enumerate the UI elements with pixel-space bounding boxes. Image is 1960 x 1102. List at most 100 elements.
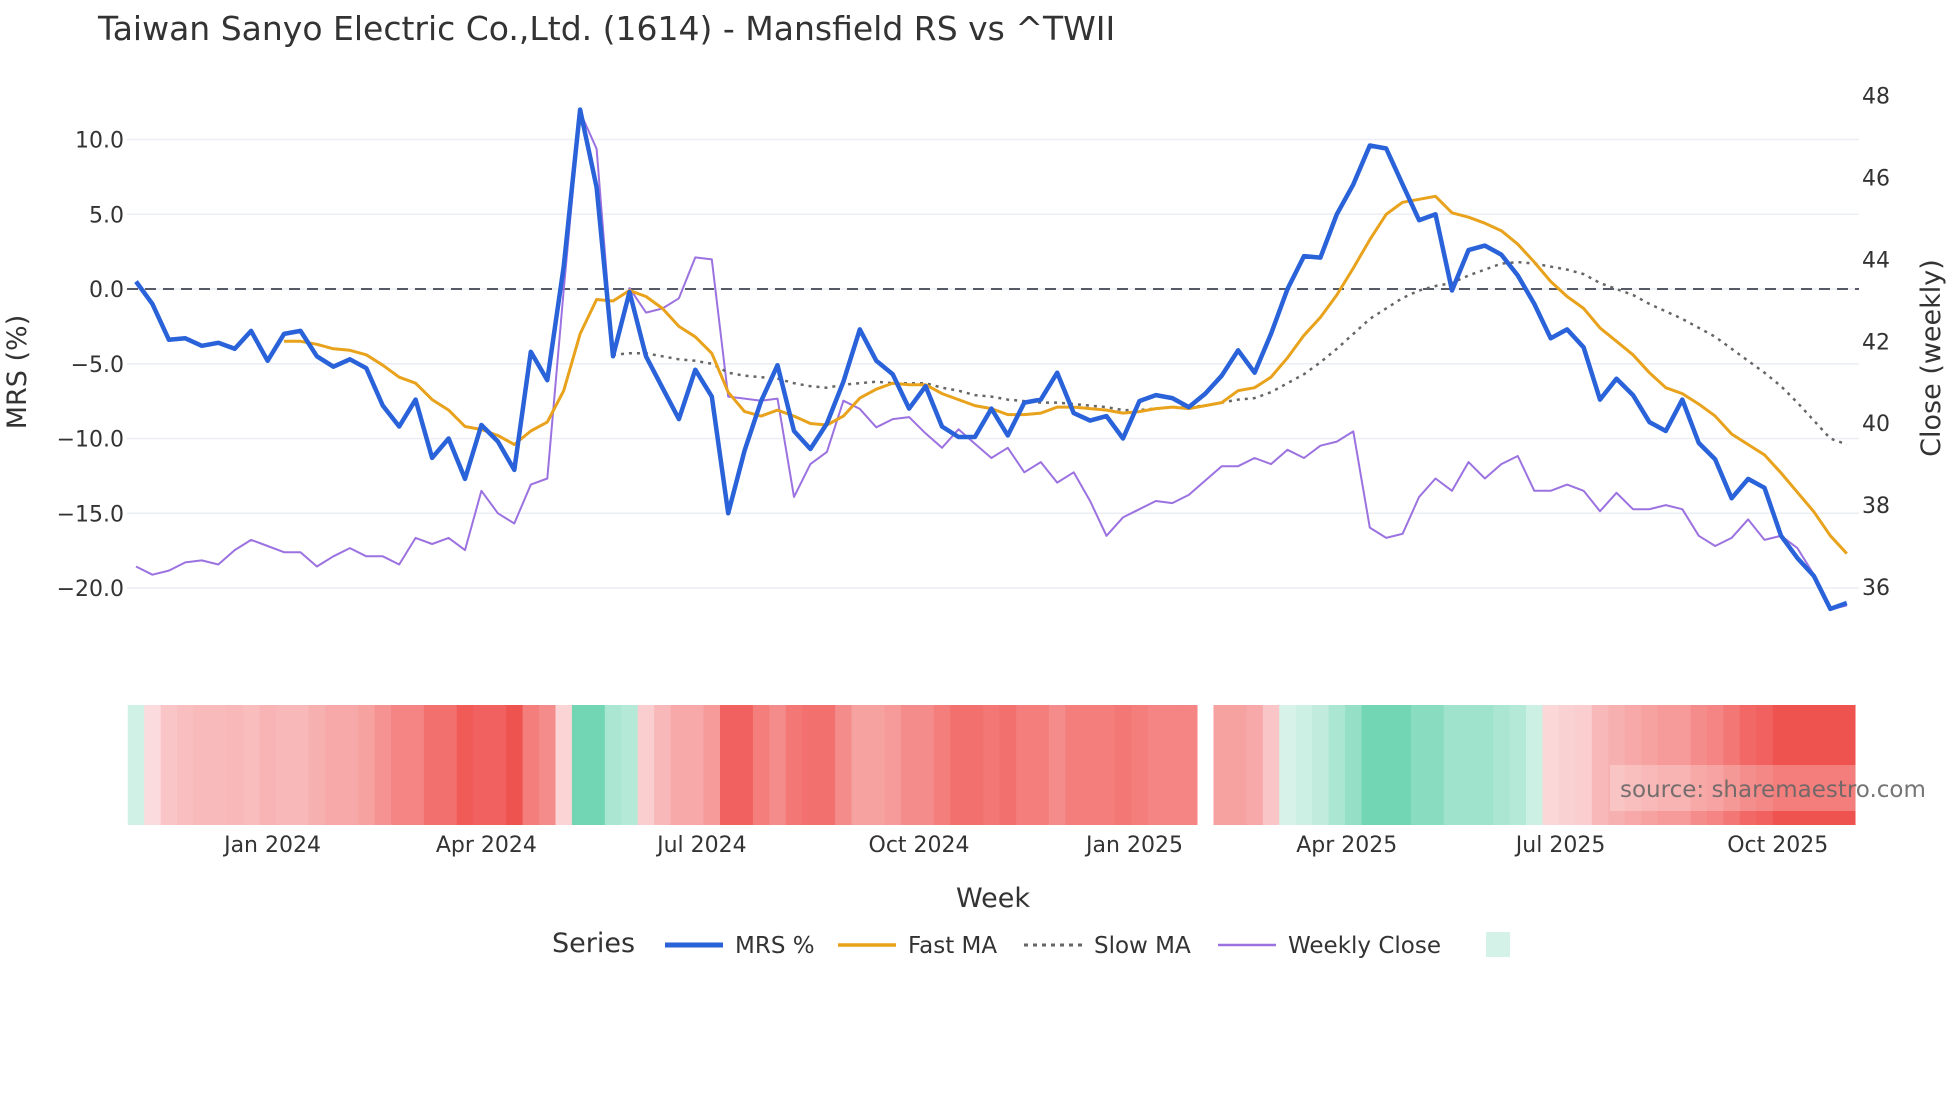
heatmap-cell <box>1312 705 1330 825</box>
heatmap-cell <box>1065 705 1083 825</box>
heatmap-cell <box>1410 705 1428 825</box>
chart-title: Taiwan Sanyo Electric Co.,Ltd. (1614) - … <box>97 9 1115 48</box>
y-tick-label: −15.0 <box>57 502 124 527</box>
y-axis-ticks: 10.0 5.0 0.0 −5.0 −10.0 −15.0 −20.0 <box>57 129 124 603</box>
heatmap-cell <box>1591 705 1609 825</box>
series-lines <box>134 107 1848 612</box>
heatmap-cell <box>1262 705 1280 825</box>
x-tick-label: Oct 2025 <box>1727 833 1828 858</box>
y2-tick-label: 44 <box>1862 248 1890 273</box>
legend-item-slow-ma[interactable]: Slow MA <box>1024 933 1191 959</box>
legend-item-weekly-close[interactable]: Weekly Close <box>1218 933 1441 959</box>
heatmap-cell <box>423 705 441 825</box>
heatmap-cell <box>177 705 195 825</box>
heatmap-cell <box>407 705 425 825</box>
weekly-close-line <box>135 111 1848 611</box>
heatmap-cell <box>127 705 145 825</box>
heatmap-cell <box>1739 705 1757 825</box>
heatmap-cell <box>440 705 458 825</box>
heatmap-cell <box>193 705 211 825</box>
heatmap-cell <box>1509 705 1527 825</box>
heatmap-cell <box>1641 705 1659 825</box>
x-tick-label: Jan 2024 <box>222 833 321 858</box>
svg-text:Weekly Close: Weekly Close <box>1288 933 1441 959</box>
x-axis-ticks: Jan 2024 Apr 2024 Jul 2024 Oct 2024 Jan 2025… <box>222 833 1828 858</box>
heatmap-cell <box>950 705 968 825</box>
heatmap-cell <box>1081 705 1099 825</box>
heatmap-cell <box>835 705 853 825</box>
heatmap-cell <box>1575 705 1593 825</box>
x-tick-label: Apr 2024 <box>436 833 537 858</box>
heatmap-cell <box>160 705 178 825</box>
heatmap-cell <box>884 705 902 825</box>
heatmap-cell <box>1164 705 1182 825</box>
svg-text:Slow MA: Slow MA <box>1094 933 1191 959</box>
heatmap-cell <box>1723 705 1741 825</box>
heatmap-cell <box>308 705 326 825</box>
heatmap-cell <box>752 705 770 825</box>
heatmap-cell <box>374 705 392 825</box>
heatmap-cell <box>1608 705 1626 825</box>
svg-text:Fast MA: Fast MA <box>908 933 997 959</box>
heatmap-cell <box>933 705 951 825</box>
legend-item-fast-ma[interactable]: Fast MA <box>838 933 997 959</box>
legend: Series MRS % Fast MA Slow MA Weekly Clos… <box>552 928 1510 959</box>
x-tick-label: Jan 2025 <box>1084 833 1183 858</box>
y2-tick-label: 36 <box>1862 576 1890 601</box>
y-tick-label: 10.0 <box>75 129 124 154</box>
heatmap-cell <box>1706 705 1724 825</box>
heatmap-cell <box>1674 705 1692 825</box>
heatmap-cell <box>736 705 754 825</box>
y-tick-label: −20.0 <box>57 577 124 602</box>
slow-ma-line <box>612 260 1848 446</box>
heatmap-cell <box>654 705 672 825</box>
heatmap-cell <box>1772 705 1790 825</box>
heatmap-cell <box>917 705 935 825</box>
heatmap-cell <box>785 705 803 825</box>
heatmap-cell <box>226 705 244 825</box>
heatmap-cell <box>275 705 293 825</box>
heatmap-cell <box>1246 705 1264 825</box>
heatmap-cell <box>1114 705 1132 825</box>
x-tick-label: Oct 2024 <box>869 833 970 858</box>
heatmap-cell <box>637 705 655 825</box>
heatmap-cell <box>1279 705 1297 825</box>
heatmap-cell <box>1493 705 1511 825</box>
heatmap-cell <box>522 705 540 825</box>
heatmap-cell <box>966 705 984 825</box>
heatmap-cell <box>571 705 589 825</box>
heatmap-cell <box>1822 705 1840 825</box>
heatmap-cell <box>670 705 688 825</box>
heatmap-cell <box>473 705 491 825</box>
grid-lines <box>127 138 1859 589</box>
heatmap-cell <box>868 705 885 825</box>
heatmap-cell <box>1229 705 1247 825</box>
heatmap-cell <box>1476 705 1494 825</box>
heatmap-cell <box>341 705 359 825</box>
heatmap-cell <box>1016 705 1034 825</box>
heatmap-cell <box>769 705 787 825</box>
heatmap-cell <box>1295 705 1313 825</box>
legend-item-mrs[interactable]: MRS % <box>665 933 815 959</box>
legend-item-heatmap[interactable] <box>1486 932 1510 957</box>
heatmap-cell <box>1377 705 1395 825</box>
y-tick-label: −10.0 <box>57 428 124 453</box>
heatmap-cell <box>1147 705 1165 825</box>
y2-tick-label: 38 <box>1862 494 1890 519</box>
heatmap-cell <box>851 705 869 825</box>
heatmap-cell <box>489 705 507 825</box>
heatmap-cell <box>1690 705 1708 825</box>
heatmap-cell <box>242 705 260 825</box>
y-tick-label: −5.0 <box>71 353 124 378</box>
x-tick-label: Jul 2025 <box>1514 833 1606 858</box>
heatmap-cell <box>1526 705 1543 825</box>
x-tick-label: Apr 2025 <box>1296 833 1397 858</box>
heatmap-cell <box>1838 705 1856 825</box>
heatmap-cell <box>1805 705 1823 825</box>
heatmap-cell <box>604 705 622 825</box>
heatmap-cell <box>1427 705 1445 825</box>
y2-axis-ticks: 48 46 44 42 40 38 36 <box>1862 85 1890 601</box>
heatmap-cell <box>1558 705 1576 825</box>
heatmap-cell <box>1131 705 1149 825</box>
